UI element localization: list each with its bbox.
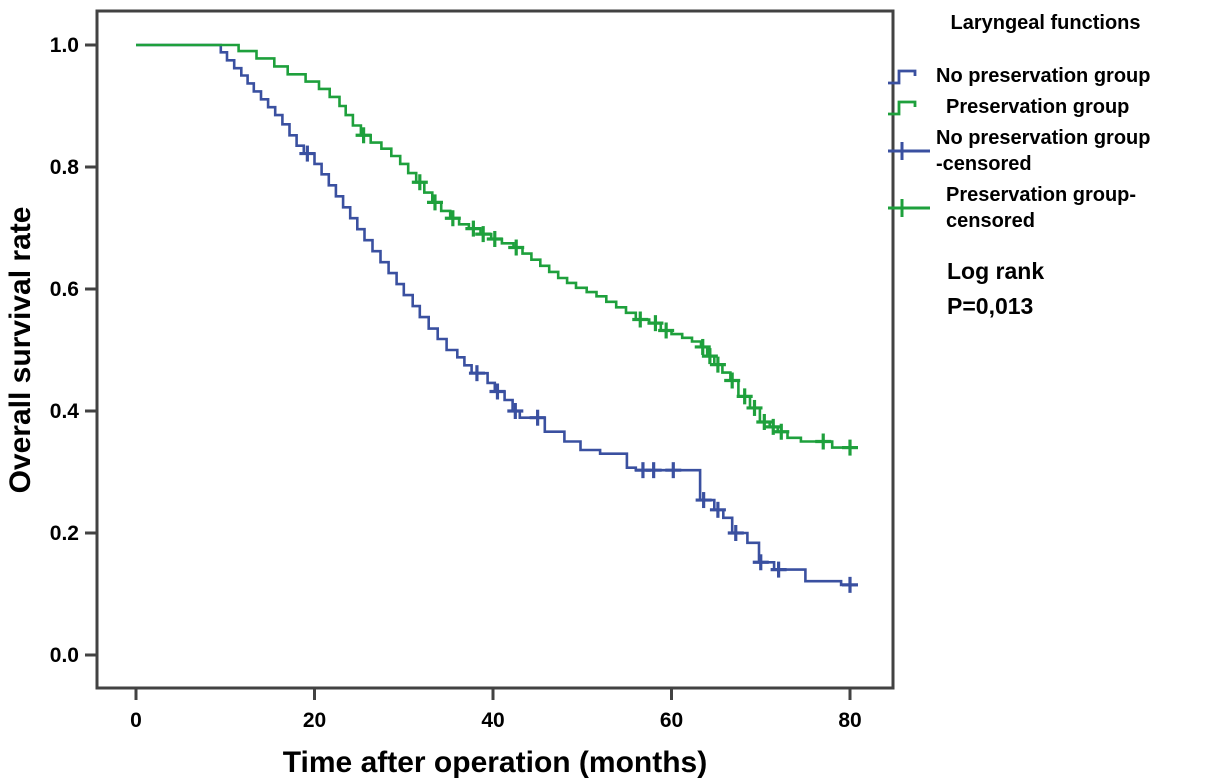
- y-tick-label: 0.8: [50, 156, 80, 179]
- x-tick-label: 80: [838, 709, 861, 732]
- legend: Laryngeal functions No preservation grou…: [886, 8, 1205, 239]
- green-step-line-icon: [888, 100, 917, 116]
- plot-frame: [95, 9, 895, 690]
- legend-item-no-preservation-censored: No preservation group -censored: [886, 125, 1205, 177]
- y-tick-label: 0.6: [50, 278, 79, 301]
- legend-title: Laryngeal functions: [950, 12, 1141, 34]
- step-line-swatch-icon: [888, 100, 917, 116]
- legend-label-line1: Preservation group-: [946, 184, 1137, 206]
- step-line-swatch-icon: [888, 69, 917, 85]
- legend-label-line2: censored: [946, 210, 1035, 232]
- blue-step-line-icon: [888, 69, 917, 85]
- plot-border: [95, 9, 895, 690]
- legend-item-label: Preservation group: [946, 96, 1130, 118]
- legend-item-preservation: Preservation group: [886, 94, 1205, 120]
- legend-item-label: No preservation group: [936, 65, 1151, 87]
- y-axis: 0.0 0.2 0.4 0.6 0.8 1.0: [50, 34, 97, 667]
- y-axis-title: Overall survival rate: [4, 207, 37, 494]
- x-tick-label: 20: [303, 709, 326, 732]
- x-axis-title: Time after operation (months): [283, 746, 707, 778]
- legend-item-preservation-censored: Preservation group- censored: [886, 182, 1205, 234]
- x-tick-label: 40: [481, 709, 504, 732]
- y-tick-label: 0.2: [50, 522, 79, 545]
- p-value: P=0,013: [947, 293, 1034, 319]
- censored-plus-swatch-icon: [888, 199, 930, 217]
- survival-curves: [136, 43, 858, 593]
- censored-plus-swatch-icon: [888, 142, 930, 160]
- survival-curve-1: [136, 43, 857, 449]
- y-tick-label: 0.4: [50, 400, 80, 423]
- legend-item-no-preservation: No preservation group: [886, 63, 1205, 89]
- legend-items: No preservation group Preservation group…: [886, 63, 1205, 234]
- legend-label-line2: -censored: [936, 153, 1032, 175]
- log-rank-annotation: Log rank P=0,013: [947, 254, 1044, 324]
- legend-label-line1: No preservation group: [936, 127, 1151, 149]
- legend-item-label: No preservation group -censored: [936, 125, 1150, 177]
- log-rank-label: Log rank: [947, 258, 1045, 284]
- legend-item-label: Preservation group- censored: [936, 182, 1136, 234]
- survival-curve-0: [136, 43, 857, 587]
- x-tick-label: 0: [130, 709, 142, 732]
- x-axis: 0 20 40 60 80: [130, 688, 862, 732]
- y-tick-label: 1.0: [50, 34, 79, 57]
- y-tick-label: 0.0: [50, 644, 79, 667]
- x-tick-label: 60: [660, 709, 683, 732]
